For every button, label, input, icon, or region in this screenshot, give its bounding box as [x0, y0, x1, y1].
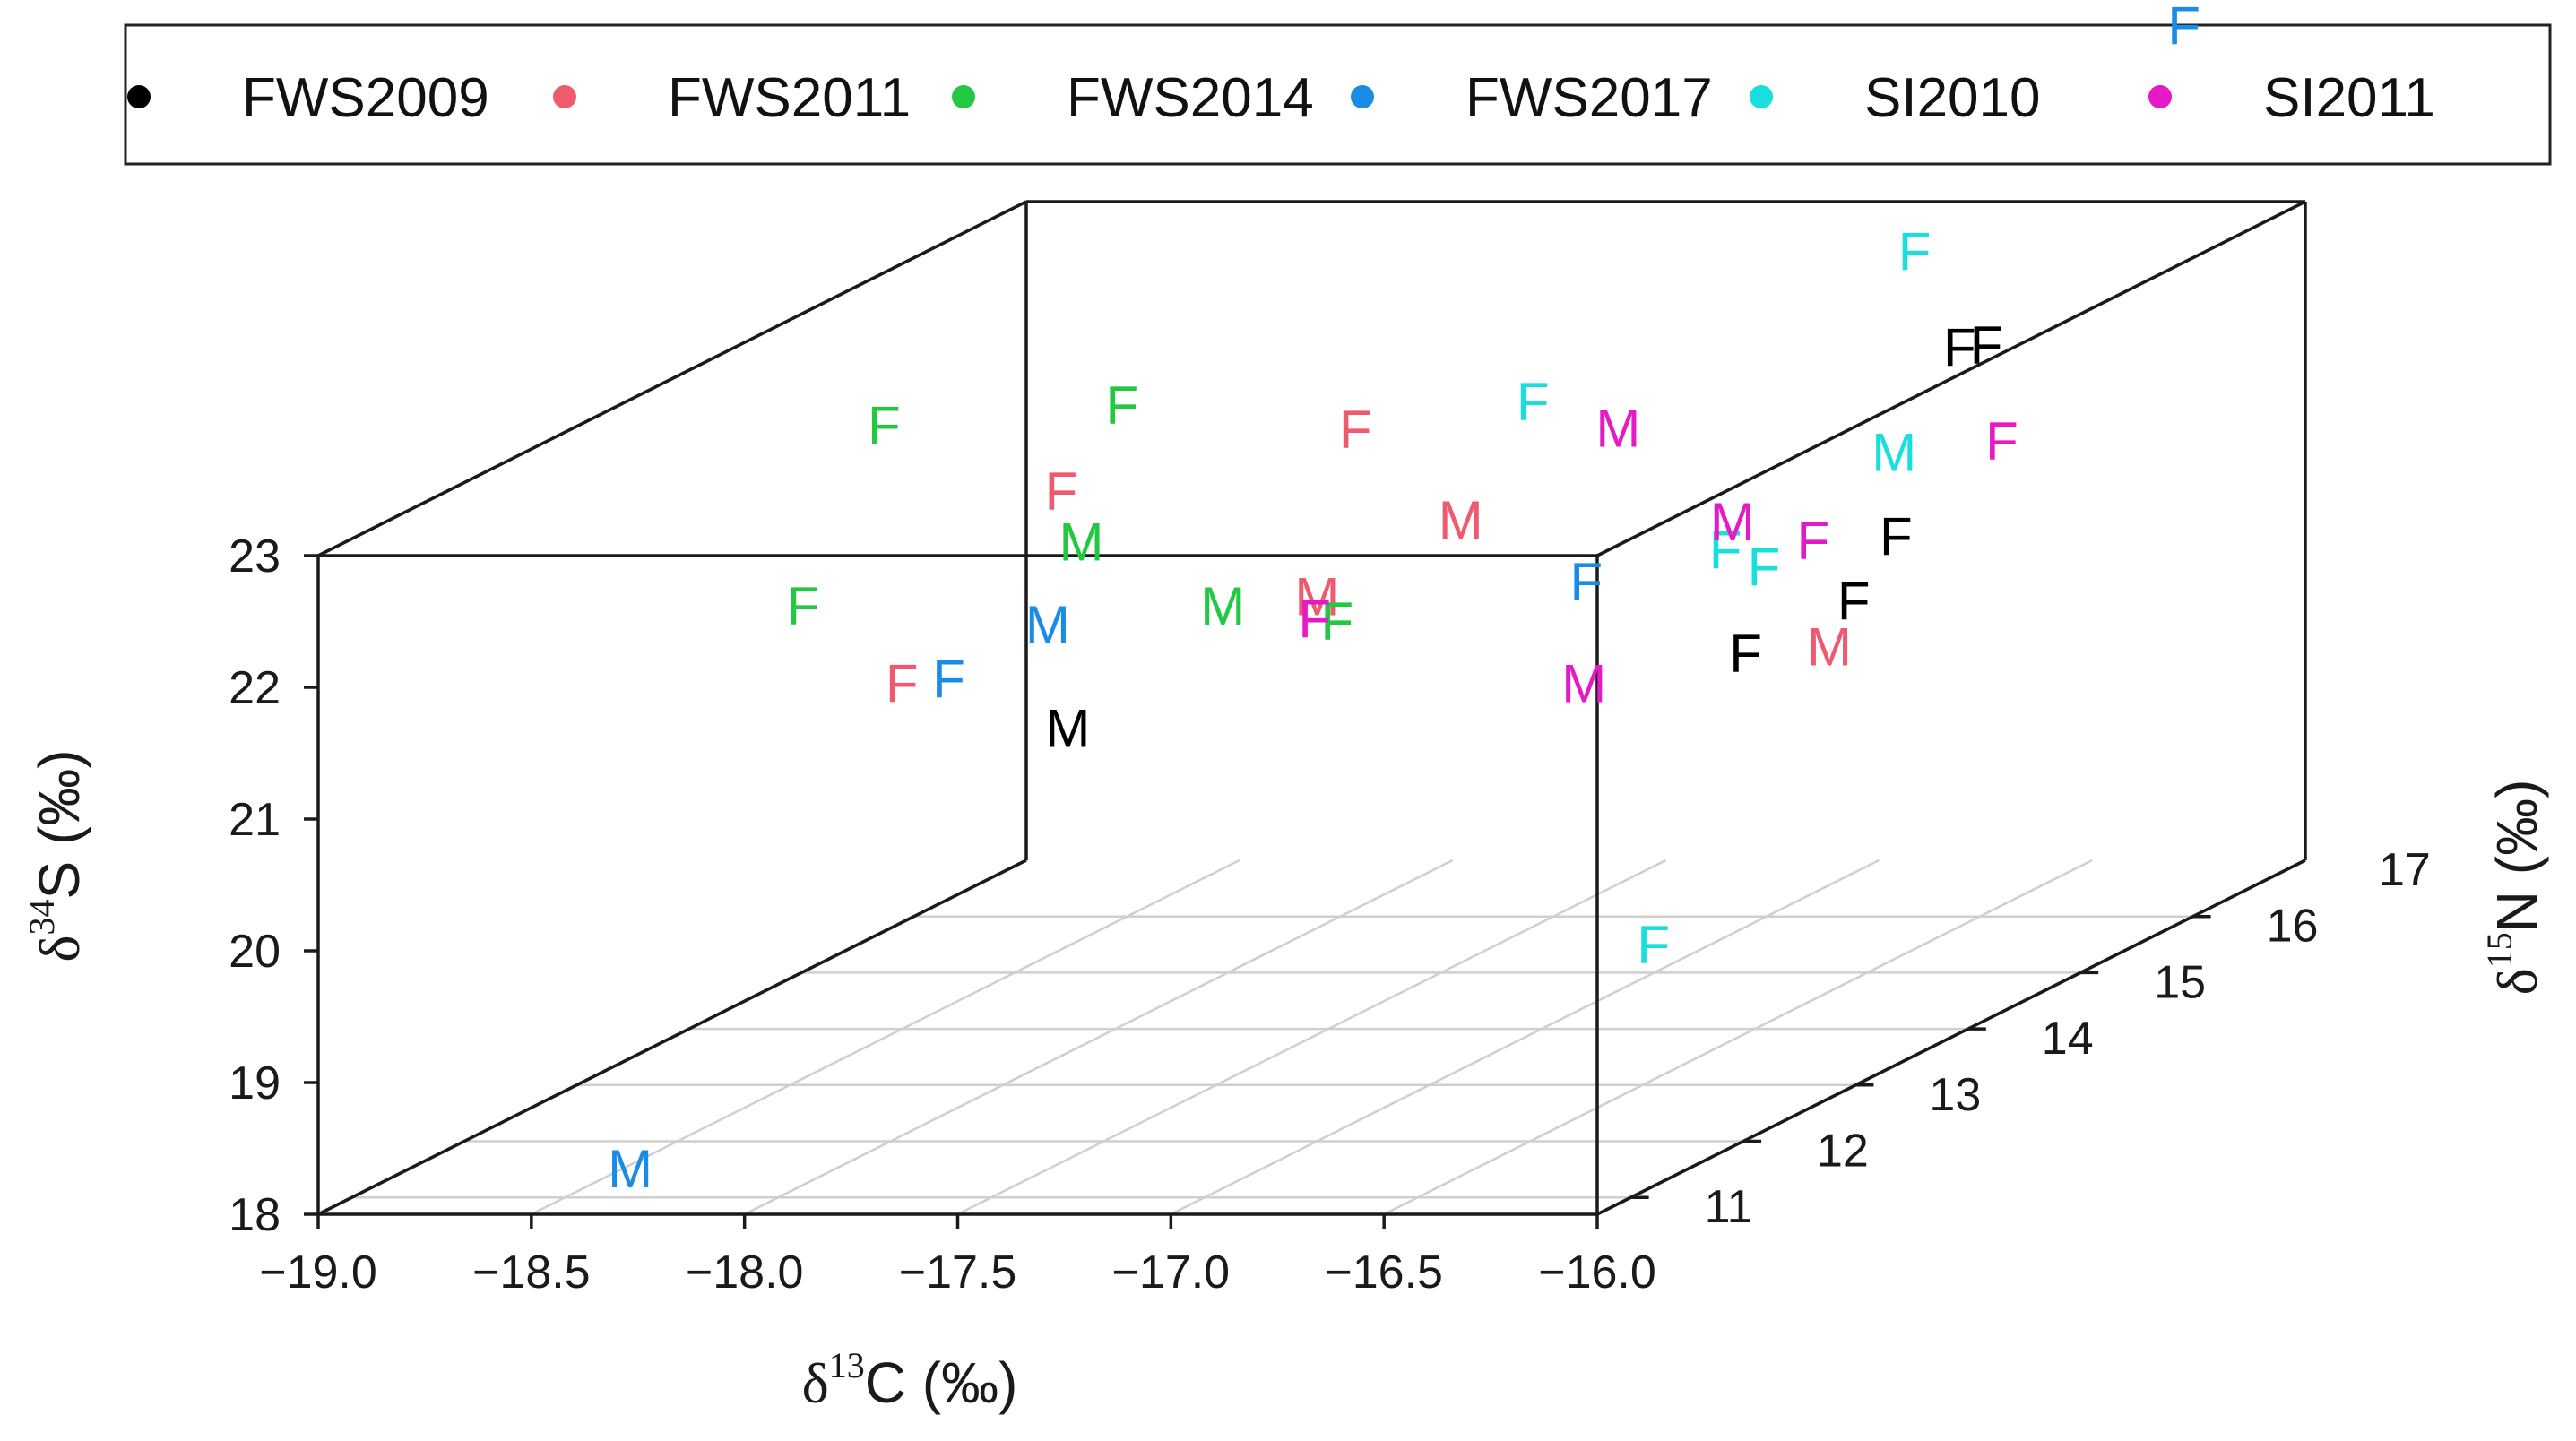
- legend-marker-fws2017: [1351, 85, 1374, 108]
- point-fws2011-4: F: [886, 653, 919, 713]
- point-si2011-2: M: [1710, 492, 1755, 552]
- point-si2011-3: F: [1797, 511, 1830, 571]
- point-fws2014-0: F: [868, 396, 901, 456]
- point-fws2009-2: F: [1729, 624, 1762, 684]
- legend-label-si2011: SI2011: [2263, 67, 2435, 129]
- point-fws2011-0: F: [1339, 400, 1372, 460]
- y-tick-label-2: 13: [1929, 1069, 1981, 1121]
- legend-entry-fws2011: FWS2011: [553, 67, 911, 129]
- y-tick-label-6: 17: [2379, 844, 2431, 896]
- legend-frame: [124, 23, 2552, 166]
- point-fws2009-1: F: [1943, 318, 1976, 378]
- point-fws2017-4: M: [608, 1139, 653, 1199]
- x-axis-title: δ13C (‰): [802, 1345, 1018, 1415]
- y-tick-label-3: 14: [2042, 1013, 2094, 1065]
- point-fws2014-4: M: [1200, 576, 1245, 636]
- y-axis-title: δ15N (‰): [2479, 780, 2549, 996]
- legend-marker-fws2011: [553, 85, 576, 108]
- y-tick-label-1: 12: [1817, 1125, 1869, 1177]
- axis-ticks: −19.0 −18.5 −18.0 −17.5 −17.0 −16.5 −16.0 18 19 2…: [229, 531, 2431, 1299]
- x-tick-label-6: −16.0: [1538, 1247, 1656, 1299]
- point-fws2017-1: M: [1025, 595, 1070, 655]
- legend-label-fws2014: FWS2014: [1067, 67, 1314, 129]
- point-fws2009-3: M: [1045, 698, 1090, 758]
- point-fws2011-1: F: [1045, 462, 1078, 522]
- point-fws2017-3: F: [1570, 552, 1604, 612]
- z-tick-label-3: 21: [229, 794, 281, 846]
- x-tick-label-5: −16.5: [1325, 1247, 1443, 1299]
- point-fws2009-5: F: [1880, 507, 1913, 567]
- point-fws2017-2: F: [932, 650, 965, 710]
- z-tick-label-4: 22: [229, 662, 281, 714]
- y-tick-label-4: 15: [2154, 956, 2206, 1008]
- box-edge-9: [317, 200, 1027, 557]
- point-si2010-0: F: [1898, 221, 1932, 281]
- z-tick-label-5: 23: [229, 531, 281, 582]
- legend-marker-fws2014: [952, 85, 975, 108]
- legend-label-fws2009: FWS2009: [242, 67, 489, 129]
- point-fws2017-0: F: [2167, 0, 2200, 56]
- legend-label-fws2011: FWS2011: [668, 67, 911, 129]
- point-fws2009-0: F: [1970, 315, 2003, 375]
- grid-line-x--18.5: [531, 859, 1240, 1216]
- grid-line-x--17.5: [956, 859, 1667, 1216]
- grid-line-x--16.5: [1383, 859, 2093, 1216]
- point-si2011-0: M: [1595, 398, 1640, 458]
- point-fws2011-3: M: [1294, 567, 1339, 627]
- z-tick-label-1: 19: [229, 1057, 281, 1109]
- point-si2011-4: M: [1561, 653, 1606, 713]
- z-tick-label-0: 18: [229, 1189, 281, 1241]
- x-tick-label-1: −18.5: [472, 1247, 591, 1299]
- box-edge-7: [317, 859, 1027, 1216]
- x-tick-label-4: −17.0: [1112, 1247, 1231, 1299]
- point-fws2014-1: F: [1106, 375, 1139, 436]
- legend-label-si2010: SI2010: [1864, 67, 2041, 129]
- legend-label-fws2017: FWS2017: [1465, 67, 1713, 129]
- legend-entry-si2010: SI2010: [1750, 67, 2041, 129]
- legend-entry-si2011: SI2011: [2148, 67, 2435, 129]
- box-edge-10: [1596, 200, 2306, 557]
- point-si2011-1: F: [1298, 590, 1331, 650]
- z-axis-title: δ34S (‰): [22, 749, 91, 962]
- z-tick-label-2: 20: [229, 926, 281, 978]
- x-tick-label-2: −18.0: [686, 1247, 804, 1299]
- legend-marker-si2011: [2148, 85, 2172, 108]
- point-fws2014-2: M: [1059, 513, 1103, 573]
- box-edge-8: [1596, 859, 2306, 1216]
- point-si2010-2: M: [1871, 423, 1916, 483]
- y-tick-label-5: 16: [2267, 901, 2319, 953]
- point-fws2011-2: M: [1439, 490, 1483, 550]
- point-fws2009-4: F: [1837, 572, 1871, 632]
- axis-titles: δ13C (‰) δ34S (‰) δ15N (‰): [22, 749, 2549, 1415]
- point-fws2014-5: F: [1321, 591, 1354, 651]
- floor-grid: [351, 859, 2193, 1216]
- legend-marker-si2010: [1750, 85, 1773, 108]
- legend-entry-fws2014: FWS2014: [952, 67, 1314, 129]
- point-si2010-4: F: [1748, 538, 1781, 598]
- point-si2010-5: F: [1637, 915, 1670, 975]
- point-si2010-3: F: [1709, 520, 1742, 580]
- point-fws2011-5: M: [1807, 617, 1852, 677]
- legend-entry-fws2009: FWS2009: [127, 67, 489, 129]
- point-si2011-5: F: [1985, 411, 2018, 471]
- plot-box: [316, 200, 2307, 1216]
- legend: FWS2009 FWS2011 FWS2014 FWS2017 SI2010 SI2011: [124, 23, 2552, 166]
- y-tick-label-0: 11: [1705, 1181, 1753, 1233]
- legend-entry-fws2017: FWS2017: [1351, 67, 1713, 129]
- grid-line-x--17: [1170, 859, 1880, 1216]
- grid-line-x--18: [744, 859, 1454, 1216]
- point-si2010-1: F: [1517, 372, 1550, 432]
- x-tick-label-0: −19.0: [259, 1247, 377, 1299]
- series-fws2014: F FMF M F: [787, 375, 1354, 651]
- point-fws2014-3: F: [787, 576, 820, 636]
- legend-marker-fws2009: [127, 85, 151, 108]
- x-tick-label-3: −17.5: [899, 1247, 1017, 1299]
- series-si2011: MFM FMF: [1298, 398, 2018, 713]
